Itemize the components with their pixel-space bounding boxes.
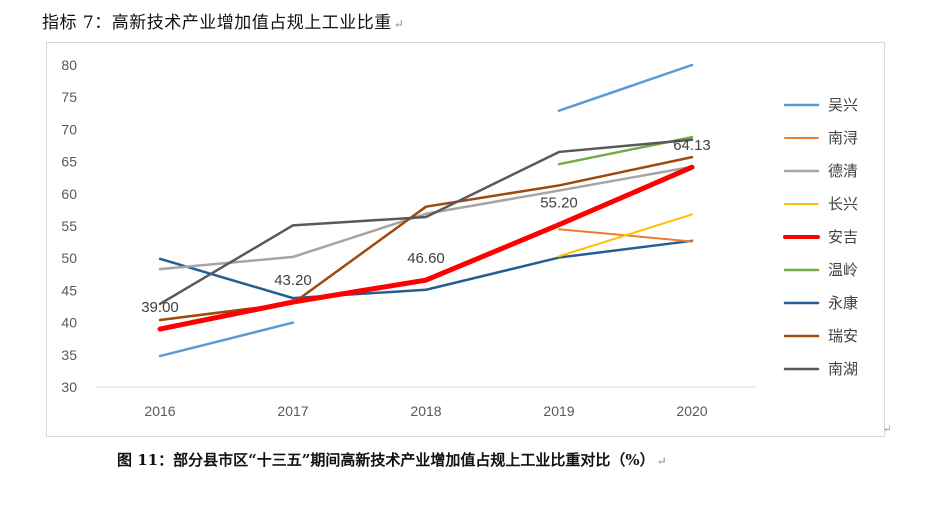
series-line-2	[158, 165, 694, 271]
legend-label: 温岭	[828, 262, 858, 279]
y-tick-label: 60	[61, 186, 77, 202]
x-tick-label: 2020	[676, 403, 707, 419]
paragraph-mark: ↵	[393, 17, 405, 31]
figure-caption: 图 11：部分县市区“十三五”期间高新技术产业增加值占规上工业比重对比（%） ↵	[117, 449, 667, 470]
series-line-0	[557, 63, 694, 112]
legend-label: 长兴	[828, 196, 858, 213]
paragraph-mark: ↵	[656, 454, 667, 468]
data-label: 43.20	[274, 272, 312, 289]
y-tick-label: 35	[61, 347, 77, 363]
legend-label: 永康	[828, 295, 858, 312]
chart-heading: 指标 7：高新技术产业增加值占规上工业比重 ↵	[42, 8, 404, 33]
chart-heading-text: 指标 7：高新技术产业增加值占规上工业比重	[42, 13, 392, 33]
data-label: 39.00	[141, 299, 179, 316]
y-tick-label: 65	[61, 154, 77, 170]
y-axis: 30 35 40 45 50 55 60 65 70 75 80	[61, 57, 77, 395]
y-tick-label: 70	[61, 121, 77, 137]
data-label: 55.20	[540, 195, 578, 212]
series-line-6	[158, 239, 694, 300]
y-tick-label: 75	[61, 89, 77, 105]
series-line-8	[158, 138, 694, 306]
legend-label: 南湖	[828, 361, 858, 378]
chart-area: 30 35 40 45 50 55 60 65 70 75 80 2016 2017 2018 2019 2…	[46, 42, 885, 437]
legend-label: 吴兴	[828, 97, 858, 114]
y-tick-label: 55	[61, 218, 77, 234]
legend-label: 南浔	[828, 130, 858, 147]
legend-label: 瑞安	[828, 328, 858, 345]
legend-label: 安吉	[828, 229, 858, 246]
x-tick-label: 2018	[410, 403, 441, 419]
data-labels: 39.00 43.20 46.60 55.20 64.13	[141, 137, 711, 316]
y-tick-label: 45	[61, 282, 77, 298]
series-line-4	[157, 164, 695, 332]
figure-caption-text: 图 11：部分县市区“十三五”期间高新技术产业增加值占规上工业比重对比（%）	[117, 451, 655, 469]
series-line-0	[158, 321, 295, 358]
x-tick-label: 2016	[144, 403, 175, 419]
data-label: 64.13	[673, 137, 711, 154]
y-tick-label: 40	[61, 315, 77, 331]
y-tick-label: 80	[61, 57, 77, 73]
data-label: 46.60	[407, 250, 445, 267]
y-tick-label: 50	[61, 250, 77, 266]
paragraph-mark: ↵	[883, 424, 892, 435]
x-tick-label: 2017	[277, 403, 308, 419]
series-line-3	[558, 213, 693, 258]
legend-label: 德清	[828, 162, 858, 180]
x-tick-label: 2019	[543, 403, 574, 419]
y-tick-label: 30	[61, 379, 77, 395]
x-axis: 2016 2017 2018 2019 2020	[95, 386, 755, 419]
series-lines	[157, 63, 695, 358]
